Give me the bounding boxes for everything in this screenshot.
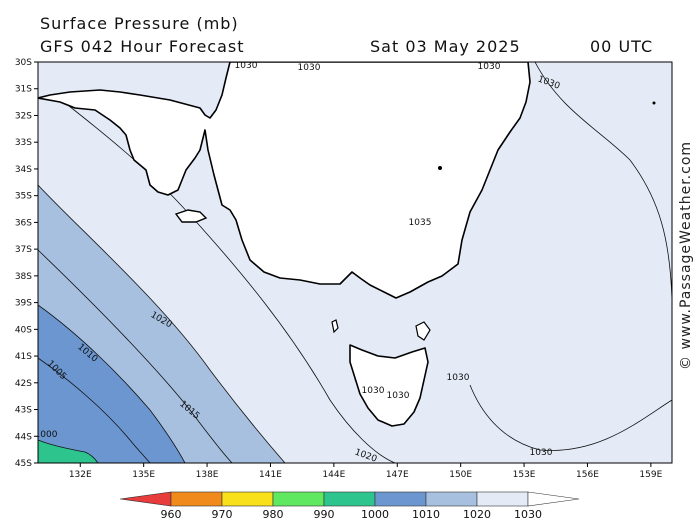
flinders-island [415, 321, 431, 341]
contour-label: 1030 [530, 448, 553, 458]
isobar-1020 [38, 184, 286, 463]
colorbar-label: 980 [263, 508, 284, 521]
contour-label: 1030 [235, 61, 258, 71]
lon-tick-label: 150E [449, 470, 472, 480]
lat-tick-label: 43S [15, 406, 32, 416]
lon-tick-label: 147E [386, 470, 409, 480]
lon-tick-label: 159E [639, 470, 662, 480]
colorbar-label: 960 [161, 508, 182, 521]
lat-tick-label: 32S [15, 111, 32, 121]
colorbar-segment [374, 491, 427, 507]
colorbar-label: 1010 [412, 508, 440, 521]
isobar-1010 [38, 304, 186, 463]
contour-label: 1030 [362, 386, 385, 396]
colorbar-segment [170, 491, 223, 507]
forecast-date: Sat 03 May 2025 [370, 37, 521, 56]
lat-tick-label: 30S [15, 58, 32, 68]
forecast-time: 00 UTC [590, 37, 654, 56]
contour-label: 1030 [478, 62, 501, 72]
colorbar-label: 1020 [463, 508, 491, 521]
isobar-1000 [38, 439, 99, 463]
lat-tick-label: 41S [15, 352, 32, 362]
pressure-colorbar: 960 970 980 990 1000 1010 1020 1030 [119, 491, 580, 521]
colorbar-segment [425, 491, 478, 507]
mainland-australia [38, 62, 531, 299]
lat-tick-label: 39S [15, 299, 32, 309]
band-1010 [38, 305, 185, 463]
colorbar-label: 1030 [514, 508, 542, 521]
colorbar-segment [119, 491, 172, 507]
lon-tick-label: 141E [259, 470, 282, 480]
lat-tick-label: 45S [15, 459, 32, 469]
lat-tick-label: 35S [15, 192, 32, 202]
credit-watermark: © www.PassageWeather.com [678, 140, 694, 370]
kangaroo-island [174, 209, 208, 223]
isobar-1030-south [469, 384, 672, 451]
forecast-model: GFS 042 Hour Forecast [40, 37, 245, 56]
isobar-1005 [38, 357, 151, 463]
tasmania [349, 344, 429, 427]
lat-tick-label: 37S [15, 245, 32, 255]
lon-tick-label: 135E [132, 470, 155, 480]
inland-dot [438, 166, 442, 170]
lon-tick-label: 156E [576, 470, 599, 480]
contour-label: 1030 [298, 63, 321, 73]
colorbar-label: 1000 [361, 508, 389, 521]
colorbar-segment [323, 491, 376, 507]
lat-tick-label: 34S [15, 165, 32, 175]
map-frame [37, 61, 673, 464]
lord-howe-island [652, 101, 656, 105]
isobars [38, 62, 672, 463]
contour-label: 1000 [35, 430, 58, 440]
lon-tick-label: 144E [322, 470, 345, 480]
isobar-1030-east [534, 62, 672, 301]
colorbar-label: 970 [212, 508, 233, 521]
contour-label: 1030 [387, 391, 410, 401]
lon-axis: 132E 135E 138E 141E 144E 147E 150E 153E 156E 159E [69, 463, 663, 480]
colorbar-label: 990 [314, 508, 335, 521]
contour-label: 1035 [409, 218, 432, 228]
colorbar-segment [221, 491, 274, 507]
lat-tick-label: 33S [15, 138, 32, 148]
king-island [331, 319, 339, 334]
isobar-1025 [54, 94, 396, 463]
colorbar-segment [272, 491, 325, 507]
lat-tick-label: 36S [15, 218, 32, 228]
lat-tick-label: 40S [15, 325, 32, 335]
lon-tick-label: 132E [69, 470, 92, 480]
band-1000 [38, 440, 98, 463]
contour-label: 1030 [447, 373, 470, 383]
lat-tick-label: 42S [15, 379, 32, 389]
isobar-1015 [38, 249, 233, 463]
lon-tick-label: 153E [513, 470, 536, 480]
lat-tick-label: 44S [15, 432, 32, 442]
colorbar-segment [476, 491, 529, 507]
map-title: Surface Pressure (mb) [40, 14, 239, 33]
lat-tick-label: 38S [15, 272, 32, 282]
lon-tick-label: 138E [196, 470, 219, 480]
lat-tick-label: 31S [15, 85, 32, 95]
lat-axis: 30S 31S 32S 33S 34S 35S 36S 37S 38S 39S 40S 41S 42S 4… [15, 58, 38, 469]
colorbar-segment [527, 491, 580, 507]
